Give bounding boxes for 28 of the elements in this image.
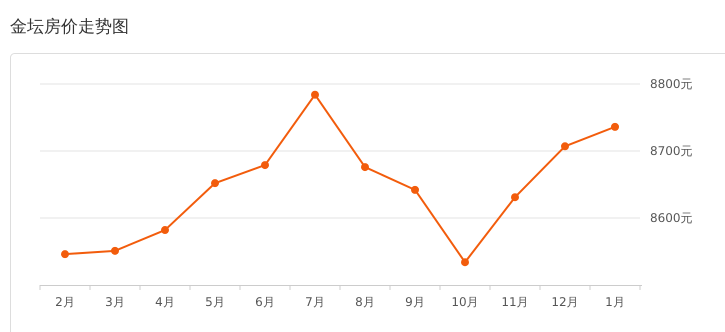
point	[461, 258, 469, 266]
point	[511, 193, 519, 202]
x-tick-label: 9月	[405, 295, 425, 309]
point	[111, 246, 119, 255]
chart-title: 金坛房价走势图	[10, 17, 129, 37]
x-tick-label: 7月	[305, 295, 325, 309]
x-tick-label: 8月	[355, 295, 375, 309]
point	[411, 186, 419, 194]
x-tick-label: 2月	[55, 295, 75, 309]
point	[161, 226, 169, 234]
point	[561, 142, 569, 150]
x-tick-label: 6月	[255, 295, 275, 309]
x-tick-label: 10月	[451, 295, 479, 309]
x-tick-label: 5月	[205, 295, 225, 309]
y-tick-label: 8800元	[650, 77, 693, 91]
x-tick-label: 11月	[501, 295, 529, 309]
point	[361, 163, 369, 172]
point	[611, 122, 619, 131]
point	[211, 179, 219, 188]
x-tick-label: 1月	[605, 295, 625, 309]
y-tick-label: 8600元	[650, 211, 693, 225]
y-tick-label: 8700元	[650, 144, 693, 158]
x-tick-label: 4月	[155, 295, 175, 309]
point	[61, 250, 69, 258]
x-tick-label: 12月	[551, 295, 579, 309]
point	[261, 161, 269, 170]
x-tick-label: 3月	[105, 295, 125, 309]
point	[311, 90, 319, 99]
